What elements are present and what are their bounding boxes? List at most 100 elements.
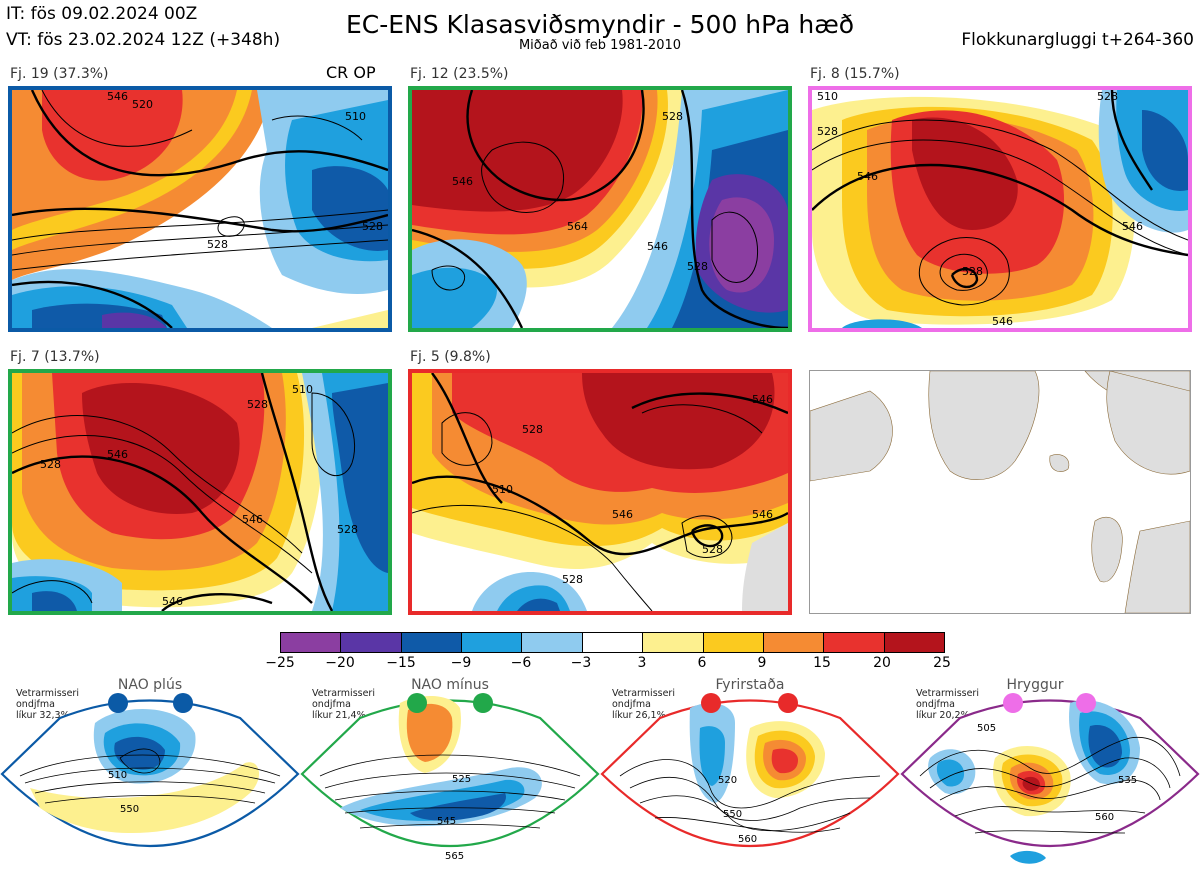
colorbar-segment xyxy=(643,633,704,652)
cluster-map-3: 510 528 546 546 528 528 546 xyxy=(808,86,1192,332)
contour-label: 505 xyxy=(977,723,996,734)
regime-dot-left xyxy=(407,693,427,713)
regime-stats-ridge: Vetrarmisseri ondjfma líkur 20,2% xyxy=(916,688,979,721)
contour-label: 560 xyxy=(1095,812,1114,823)
panel-label-5: Fj. 5 (9.8%) xyxy=(410,349,491,365)
contour-label: 528 xyxy=(702,543,723,556)
regime-stats-nao-minus: Vetrarmisseri ondjfma líkur 21,4% xyxy=(312,688,375,721)
regime-dot-left xyxy=(1003,693,1023,713)
colorbar-segment xyxy=(703,633,764,652)
contour-label: 528 xyxy=(662,110,683,123)
contour-label: 510 xyxy=(108,770,127,781)
colorbar-tick: −25 xyxy=(265,655,295,671)
colorbar-segment xyxy=(824,633,885,652)
colorbar-tick: 25 xyxy=(933,655,951,671)
contour-label: 565 xyxy=(445,851,464,862)
cluster-map-1: 510 528 546 520 528 xyxy=(8,86,392,332)
regime-dot-left xyxy=(701,693,721,713)
regime-stats-blocking: Vetrarmisseri ondjfma líkur 26,1% xyxy=(612,688,675,721)
contour-label: 546 xyxy=(452,175,473,188)
contour-label: 528 xyxy=(207,238,228,251)
contour-label: 528 xyxy=(817,125,838,138)
classification-window: Flokkunargluggi t+264-360 xyxy=(961,30,1194,50)
contour-label: 546 xyxy=(752,508,773,521)
colorbar-tick: −9 xyxy=(450,655,472,671)
regime-dot-right xyxy=(473,693,493,713)
contour-label: 520 xyxy=(132,98,153,111)
contour-label: 546 xyxy=(752,393,773,406)
regime-title-ridge: Hryggur xyxy=(1006,677,1064,693)
contour-label: 546 xyxy=(992,315,1013,328)
cluster-map-2: 546 564 546 528 528 xyxy=(408,86,792,332)
page-subtitle: Miðað við feb 1981-2010 xyxy=(518,38,682,53)
contour-label: 528 xyxy=(687,260,708,273)
colorbar-segment xyxy=(341,633,402,652)
contour-label: 546 xyxy=(107,448,128,461)
contour-label: 510 xyxy=(292,383,313,396)
contour-label: 546 xyxy=(612,508,633,521)
colorbar-tick: 20 xyxy=(873,655,891,671)
colorbar-segment xyxy=(462,633,523,652)
regime-stats-nao-plus: Vetrarmisseri ondjfma líkur 32,3% xyxy=(16,688,79,721)
colorbar-tick: 3 xyxy=(637,655,647,671)
contour-label: 528 xyxy=(40,458,61,471)
colorbar-tick: −20 xyxy=(325,655,355,671)
regime-title-blocking: Fyrirstaða xyxy=(715,677,785,693)
colorbar-segment xyxy=(763,633,825,652)
contour-label: 520 xyxy=(718,775,737,786)
colorbar-segment xyxy=(582,633,644,652)
colorbar-tick: 15 xyxy=(813,655,831,671)
contour-label: 550 xyxy=(120,804,139,815)
colorbar-segment xyxy=(522,633,583,652)
colorbar-tick: 9 xyxy=(757,655,767,671)
colorbar-segment xyxy=(281,633,342,652)
contour-label: 550 xyxy=(723,809,742,820)
valid-time: VT: fös 23.02.2024 12Z (+348h) xyxy=(6,30,281,50)
contour-label: 546 xyxy=(857,170,878,183)
regime-map-blocking: 520 550 560 xyxy=(600,693,900,848)
colorbar-tick: 6 xyxy=(697,655,707,671)
regime-dot-right xyxy=(778,693,798,713)
contour-label: 528 xyxy=(562,573,583,586)
contour-label: 545 xyxy=(437,816,456,827)
contour-label: 564 xyxy=(567,220,588,233)
regime-dot-right xyxy=(173,693,193,713)
panel-label-3: Fj. 8 (15.7%) xyxy=(810,66,900,82)
regime-map-ridge: 505 535 560 xyxy=(900,693,1200,864)
contour-label: 560 xyxy=(738,834,757,845)
contour-label: 528 xyxy=(1097,90,1118,103)
contour-label: 546 xyxy=(647,240,668,253)
contour-label: 510 xyxy=(345,110,366,123)
contour-label: 528 xyxy=(337,523,358,536)
base-map xyxy=(809,370,1191,614)
colorbar-segment xyxy=(884,633,944,652)
colorbar-tick: −3 xyxy=(570,655,592,671)
regime-dot-right xyxy=(1076,693,1096,713)
colorbar xyxy=(280,632,945,653)
contour-label: 546 xyxy=(242,513,263,526)
cluster-map-4: 528 546 546 528 510 528 546 xyxy=(8,369,392,615)
regime-map-nao-minus: 525 545 565 xyxy=(300,693,600,862)
colorbar-segment xyxy=(401,633,463,652)
colorbar-tick: −6 xyxy=(510,655,532,671)
regime-dot-left xyxy=(108,693,128,713)
init-time: IT: fös 09.02.2024 00Z xyxy=(6,4,198,24)
contour-label: 525 xyxy=(452,774,471,785)
panel-label-4: Fj. 7 (13.7%) xyxy=(10,349,100,365)
contour-label: 535 xyxy=(1118,775,1137,786)
contour-label: 546 xyxy=(107,90,128,103)
contour-label: 546 xyxy=(1122,220,1143,233)
contour-label: 528 xyxy=(247,398,268,411)
regime-map-nao-plus: 510 550 xyxy=(0,693,300,848)
contour-label: 510 xyxy=(492,483,513,496)
contour-label: 528 xyxy=(362,220,383,233)
contour-label: 528 xyxy=(522,423,543,436)
panel-label-1: Fj. 19 (37.3%) xyxy=(10,66,109,82)
panel-label-2: Fj. 12 (23.5%) xyxy=(410,66,509,82)
cluster-map-5: 510 528 546 546 528 528 546 xyxy=(408,369,792,615)
contour-label: 510 xyxy=(817,90,838,103)
contour-label: 546 xyxy=(162,595,183,608)
colorbar-tick: −15 xyxy=(386,655,416,671)
contour-label: 528 xyxy=(962,265,983,278)
page-title: EC-ENS Klasasviðsmyndir - 500 hPa hæð xyxy=(345,10,855,39)
